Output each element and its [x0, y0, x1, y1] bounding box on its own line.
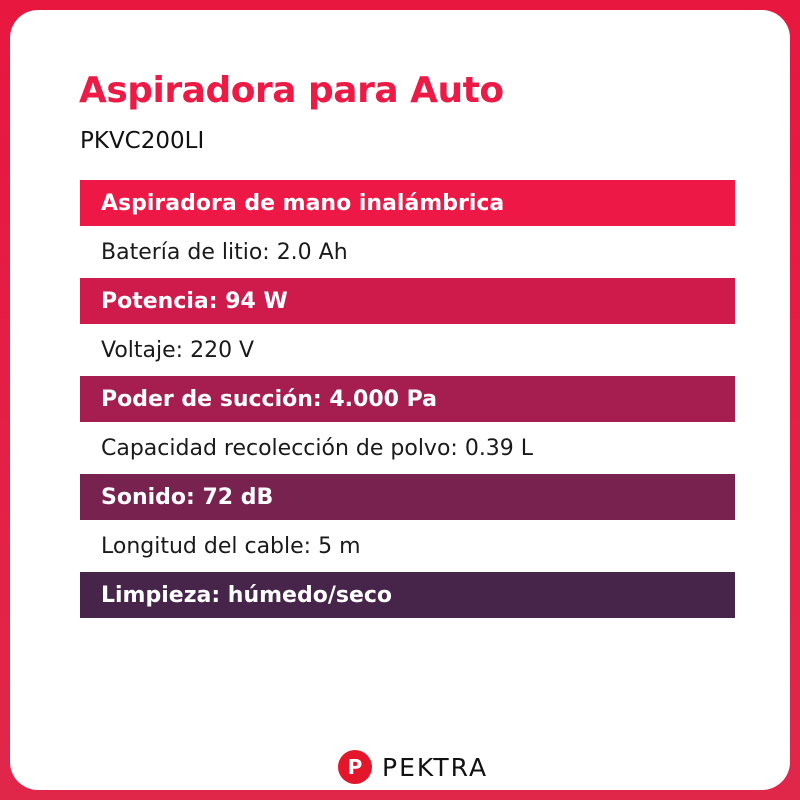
spec-row: Capacidad recolección de polvo: 0.39 L: [101, 435, 534, 461]
product-title: Aspiradora para Auto: [79, 70, 504, 111]
spec-row: Aspiradora de mano inalámbrica: [80, 180, 735, 226]
spec-row: Voltaje: 220 V: [101, 337, 255, 363]
spec-row: Potencia: 94 W: [80, 278, 735, 324]
spec-row: Limpieza: húmedo/seco: [80, 572, 735, 618]
spec-card: Aspiradora para Auto PKVC200LI Aspirador…: [10, 10, 790, 790]
spec-row: Longitud del cable: 5 m: [101, 533, 361, 559]
spec-row: Batería de litio: 2.0 Ah: [101, 239, 348, 265]
spec-list: Aspiradora de mano inalámbrica Batería de…: [80, 180, 735, 620]
spec-row: Sonido: 72 dB: [80, 474, 735, 520]
spec-row: Poder de succión: 4.000 Pa: [80, 376, 735, 422]
pektra-logo-icon: P: [338, 750, 372, 784]
product-model: PKVC200LI: [80, 128, 205, 154]
brand-logo: P PEKTRA: [338, 750, 488, 784]
brand-name: PEKTRA: [382, 752, 489, 782]
